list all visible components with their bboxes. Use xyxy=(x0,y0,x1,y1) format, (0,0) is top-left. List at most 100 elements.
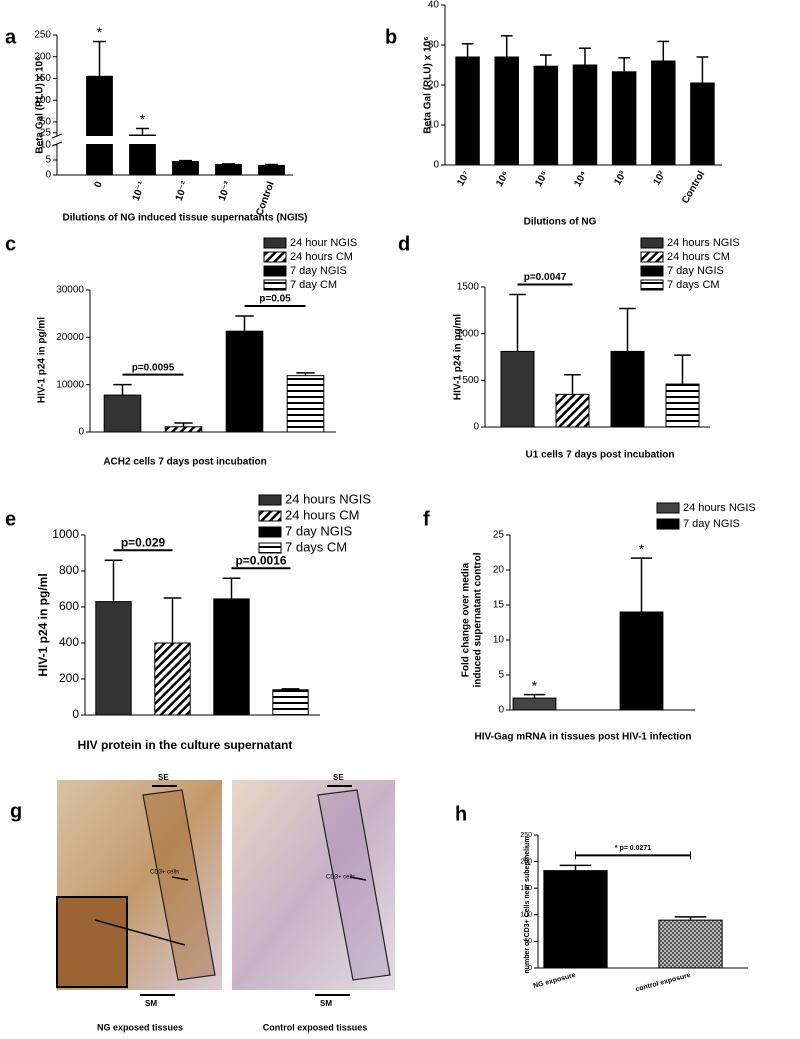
y-axis-label: HIV-1 p24 in pg/ml xyxy=(453,314,464,400)
x-tick-label: 10² xyxy=(651,169,668,188)
y-tick-label: 25 xyxy=(493,530,505,541)
bar xyxy=(555,393,590,428)
annotation: SM xyxy=(145,999,157,1008)
legend-swatch xyxy=(640,265,664,277)
bar xyxy=(611,71,637,166)
x-tick-label: 10⁶ xyxy=(494,169,511,188)
legend-swatch xyxy=(258,542,282,554)
y-axis-label: HIV-1 p24 in pg/ml xyxy=(36,573,50,676)
y-tick-label: 400 xyxy=(59,635,79,649)
y-axis-label: induced supernatant control xyxy=(473,552,484,687)
legend-label: 24 hours NGIS xyxy=(683,502,756,514)
legend-label: 7 days CM xyxy=(667,279,720,291)
y-tick-label: 150 xyxy=(34,73,51,84)
annotation: * xyxy=(532,677,538,693)
annotation: SE xyxy=(333,773,344,782)
legend-swatch xyxy=(258,510,282,522)
legend-label: 7 day CM xyxy=(290,279,337,291)
annotation: * xyxy=(140,111,146,127)
y-tick-label: 50 xyxy=(40,117,52,128)
legend-label: 24 hours NGIS xyxy=(667,237,740,249)
arrow xyxy=(171,876,189,881)
panel-letter: h xyxy=(455,803,467,825)
inset xyxy=(56,896,128,988)
annotation: * xyxy=(639,541,645,557)
y-tick-label: 20 xyxy=(493,565,505,576)
legend-swatch xyxy=(656,502,680,514)
panel-letter: f xyxy=(423,508,430,530)
y-axis-label: Beta Gal (RLU) x 10⁶ xyxy=(423,36,434,133)
bracket-label: p=0.029 xyxy=(121,535,166,549)
axis-break xyxy=(51,141,63,147)
panel-letter: e xyxy=(5,508,16,530)
annotation: SM xyxy=(320,999,332,1008)
y-tick-label: 25 xyxy=(40,127,52,138)
micrograph xyxy=(232,780,395,990)
arrow xyxy=(349,876,367,881)
y-tick-label: 30 xyxy=(428,40,440,51)
bar xyxy=(651,60,676,166)
y-tick-label: 200 xyxy=(520,858,532,865)
x-axis-label: U1 cells 7 days post incubation xyxy=(526,450,675,461)
bar xyxy=(154,642,191,716)
y-tick-label: 600 xyxy=(59,599,79,613)
legend-swatch xyxy=(263,265,287,277)
legend-label: 7 day NGIS xyxy=(667,265,724,277)
bar xyxy=(213,598,250,716)
bar xyxy=(258,164,285,176)
x-axis-label: Dilutions of NG induced tissue supernata… xyxy=(62,213,307,224)
bar xyxy=(690,82,715,166)
legend-swatch xyxy=(263,279,287,291)
legend-swatch xyxy=(640,237,664,249)
y-tick-label: 40 xyxy=(428,0,440,11)
x-tick-label: Control xyxy=(680,169,707,205)
region-box xyxy=(317,789,391,981)
x-tick-label: NG exposure xyxy=(533,972,577,990)
y-tick-label: 0 xyxy=(498,705,504,716)
legend-label: 7 day NGIS xyxy=(683,518,740,530)
legend-label: 24 hour NGIS xyxy=(290,237,357,249)
legend-swatch xyxy=(263,237,287,249)
axis-break xyxy=(51,136,293,144)
legend-label: 24 hours NGIS xyxy=(285,491,371,506)
bar xyxy=(86,75,113,176)
y-axis-label: Beta Gal (RLU) x 10⁶ xyxy=(35,56,46,153)
bar xyxy=(455,56,480,166)
x-tick-label: 10⁻³ xyxy=(217,180,234,203)
legend-label: 24 hours CM xyxy=(667,251,730,263)
y-tick-label: 500 xyxy=(462,375,479,386)
panel-g: g SE SM CD3+ cells SE SM CD3+ cells NG e… xyxy=(10,773,395,1032)
x-axis-label: ACH2 cells 7 days post incubation xyxy=(103,457,266,468)
bar xyxy=(494,56,519,166)
legend-label: 24 hours CM xyxy=(290,251,353,263)
legend-swatch xyxy=(640,279,664,291)
bar xyxy=(500,350,535,428)
caption: NG exposed tissues xyxy=(97,1022,183,1032)
y-tick-label: 250 xyxy=(520,832,532,839)
x-tick-label: 10³ xyxy=(612,169,629,188)
x-tick-label: 0 xyxy=(93,180,105,189)
y-tick-label: 20000 xyxy=(56,332,84,343)
legend-label: 7 days CM xyxy=(285,539,347,554)
y-axis-label: HIV-1 p24 in pg/ml xyxy=(37,317,48,403)
bar xyxy=(543,870,608,969)
panel-letter: b xyxy=(385,26,397,48)
axis-break xyxy=(51,133,63,139)
y-tick-label: 0 xyxy=(45,170,51,181)
y-tick-label: 100 xyxy=(520,912,532,919)
x-tick-label: 10⁷ xyxy=(455,169,472,188)
legend-swatch xyxy=(656,518,680,530)
y-axis-label: number of CD3+ Cells near subepthelium xyxy=(524,836,531,973)
bracket-label: p=0.0016 xyxy=(235,553,286,567)
bar xyxy=(272,689,309,716)
y-tick-label: 50 xyxy=(524,938,532,945)
y-tick-label: 5 xyxy=(498,670,504,681)
bar xyxy=(172,161,199,176)
y-tick-label: 10 xyxy=(40,140,52,151)
y-tick-label: 10 xyxy=(428,120,440,131)
annotation: * xyxy=(97,24,103,40)
x-axis-label: HIV protein in the culture supernatant xyxy=(78,738,293,752)
panel-letter: g xyxy=(10,800,22,822)
bracket-label: p=0.0095 xyxy=(132,362,175,373)
x-axis-label: Dilutions of NG xyxy=(524,217,597,228)
